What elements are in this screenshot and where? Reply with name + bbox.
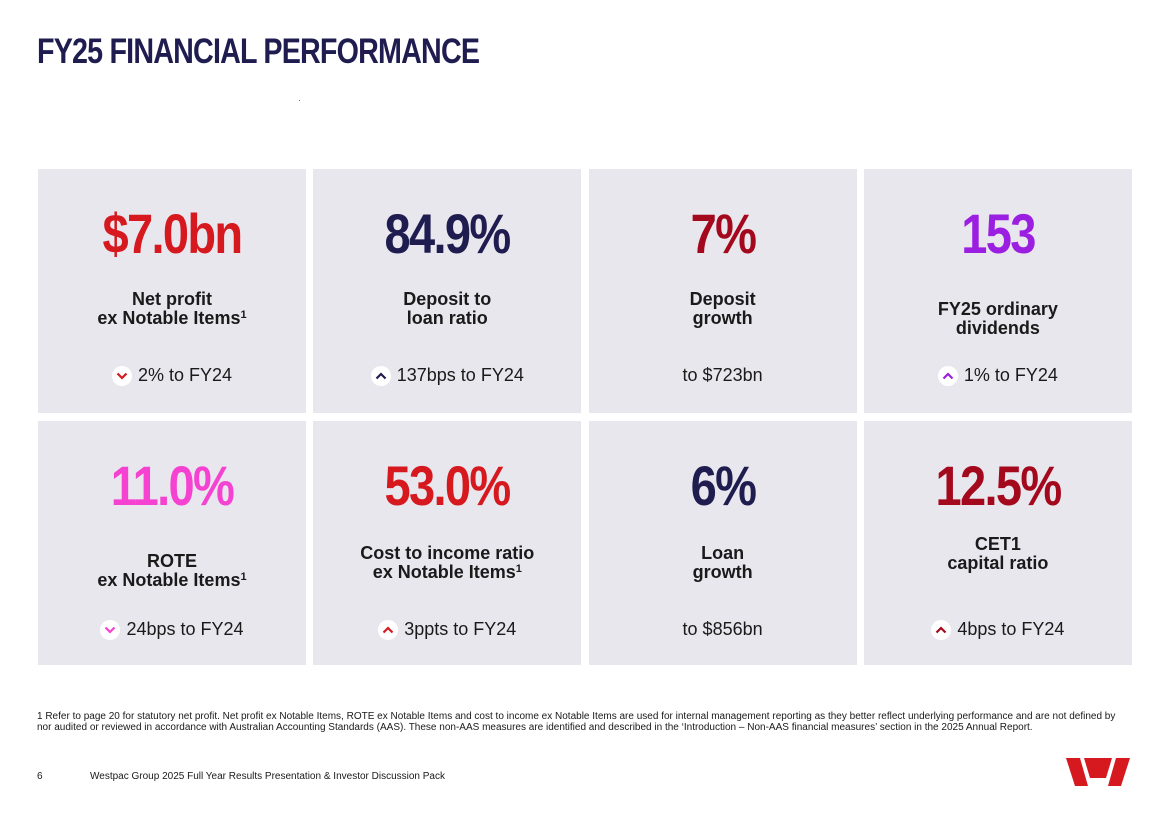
metric-tile-dividends: 153 FY25 ordinary dividends 1% to FY24 (863, 169, 1132, 413)
metric-label-line1: Loan (701, 543, 745, 563)
metric-label-line2: dividends (955, 318, 1040, 338)
metric-value: $7.0bn (102, 202, 244, 265)
metric-label: Deposit to loan ratio (313, 290, 581, 328)
footnote: 1 Refer to page 20 for statutory net pro… (37, 711, 1116, 733)
metric-label-line1: CET1 (974, 534, 1021, 554)
metric-label: Deposit growth (589, 290, 857, 328)
metric-tile-net-profit: $7.0bn Net profit ex Notable Items1 2% t… (38, 169, 306, 413)
metric-label: ROTE ex Notable Items1 (38, 552, 306, 590)
metric-tile-rote: 11.0% ROTE ex Notable Items1 24bps to FY… (38, 421, 306, 665)
metric-change-text: 137bps to FY24 (396, 365, 524, 385)
metric-tile-cet1: 12.5% CET1 capital ratio 4bps to FY24 (863, 421, 1132, 665)
metric-change-text: to $723bn (682, 365, 763, 385)
metric-change-text: 2% to FY24 (137, 365, 233, 385)
metric-label-line2: loan ratio (406, 308, 488, 328)
metric-change: 137bps to FY24 (313, 365, 581, 386)
metric-label-line2: growth (692, 562, 753, 582)
metrics-grid: $7.0bn Net profit ex Notable Items1 2% t… (38, 169, 1132, 665)
metric-change-text: to $856bn (682, 619, 763, 639)
footer: 6 Westpac Group 2025 Full Year Results P… (37, 771, 445, 782)
metric-change: 24bps to FY24 (38, 619, 306, 640)
metric-change-text: 4bps to FY24 (957, 619, 1065, 639)
metric-tile-deposit-growth: 7% Deposit growth to $723bn (588, 169, 857, 413)
metric-change: 4bps to FY24 (864, 619, 1132, 640)
metric-label: Cost to income ratio ex Notable Items1 (313, 544, 581, 582)
metric-tile-loan-growth: 6% Loan growth to $856bn (588, 421, 857, 665)
chevron-down-icon (111, 365, 132, 386)
metric-label-line1: Deposit (689, 289, 756, 309)
metric-change-text: 1% to FY24 (963, 365, 1058, 385)
logo-middle-stroke (1084, 758, 1112, 778)
metric-change: 3ppts to FY24 (313, 619, 581, 640)
metric-label: Net profit ex Notable Items1 (38, 290, 306, 328)
metric-value: 153 (961, 202, 1036, 265)
metric-tile-deposit-to-loan: 84.9% Deposit to loan ratio 137bps to FY… (313, 169, 582, 413)
metric-value: 6% (690, 454, 756, 517)
metric-label: FY25 ordinary dividends (864, 300, 1132, 338)
metric-change-text: 24bps to FY24 (126, 619, 244, 639)
metric-tile-cost-to-income: 53.0% Cost to income ratio ex Notable It… (313, 421, 582, 665)
metric-label-line2: ex Notable Items (97, 570, 241, 590)
metric-value: 11.0% (110, 454, 235, 517)
footer-text: Westpac Group 2025 Full Year Results Pre… (90, 771, 445, 782)
metric-label-line2: ex Notable Items (97, 308, 241, 328)
metric-label-line2: growth (692, 308, 753, 328)
stray-dot (299, 100, 300, 101)
page-title: FY25 FINANCIAL PERFORMANCE (37, 32, 480, 71)
chevron-up-icon (931, 619, 952, 640)
logo-left-stroke (1066, 758, 1088, 786)
metric-label-line1: ROTE (146, 551, 197, 571)
metric-label-line1: Net profit (132, 289, 212, 309)
chevron-up-icon (378, 619, 399, 640)
metric-label-line1: FY25 ordinary (937, 299, 1058, 319)
metric-label-line1: Deposit to (403, 289, 492, 309)
chevron-up-icon (370, 365, 391, 386)
metric-label: CET1 capital ratio (864, 535, 1132, 573)
footnote-ref: 1 (515, 563, 522, 575)
metric-label-line1: Cost to income ratio (360, 543, 535, 563)
metric-change: to $856bn (589, 619, 857, 640)
metric-value: 53.0% (384, 454, 512, 517)
logo-right-stroke (1108, 758, 1130, 786)
metric-change: to $723bn (589, 365, 857, 386)
metric-label: Loan growth (589, 544, 857, 582)
metric-label-line2: capital ratio (947, 553, 1049, 573)
metric-change: 2% to FY24 (38, 365, 306, 386)
metric-value: 84.9% (384, 202, 512, 265)
footnote-ref: 1 (240, 309, 247, 321)
chevron-up-icon (937, 365, 958, 386)
westpac-logo (1066, 758, 1130, 786)
page-number: 6 (37, 771, 43, 782)
footnote-ref: 1 (240, 571, 247, 583)
metric-label-line2: ex Notable Items (372, 562, 516, 582)
metric-value: 12.5% (935, 454, 1062, 517)
metric-change-text: 3ppts to FY24 (404, 619, 517, 639)
metric-change: 1% to FY24 (864, 365, 1132, 386)
metric-value: 7% (690, 202, 756, 265)
chevron-down-icon (100, 619, 121, 640)
